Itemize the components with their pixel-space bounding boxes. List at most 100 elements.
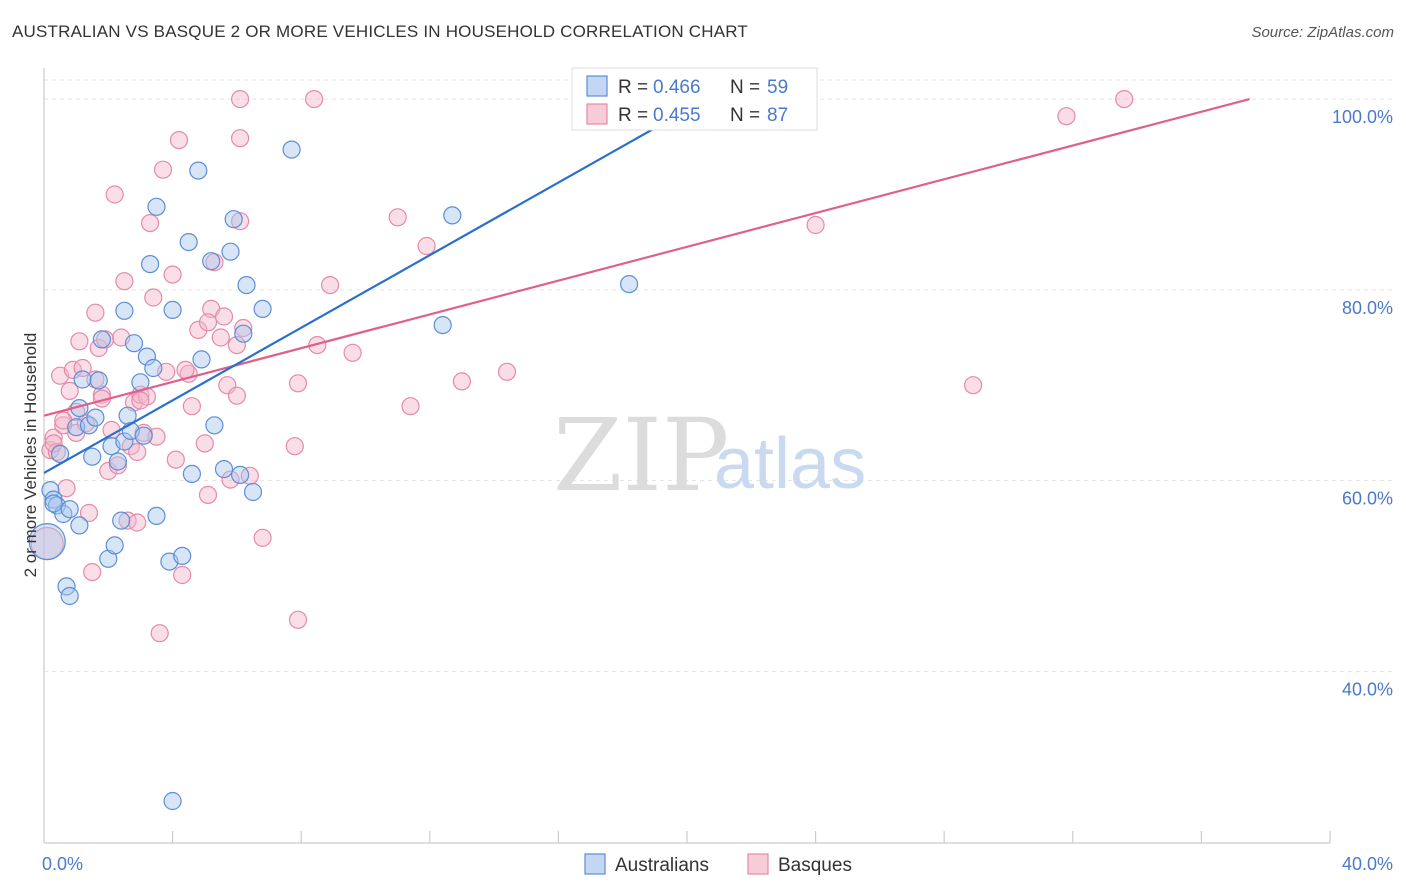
- australian-point: [50, 444, 70, 463]
- basques-legend-label: Basques: [778, 855, 852, 876]
- basque-point: [253, 528, 272, 547]
- australian-point: [163, 791, 182, 811]
- basque-point: [211, 328, 230, 347]
- australian-point: [163, 300, 182, 319]
- basque-point: [388, 208, 407, 227]
- basque-point: [198, 313, 218, 332]
- basque-point: [128, 442, 147, 462]
- australian-point: [60, 586, 79, 606]
- basque-point: [231, 89, 250, 109]
- australian-point: [137, 347, 156, 366]
- source-attribution: Source: ZipAtlas.com: [1251, 24, 1394, 41]
- basque-point: [176, 360, 195, 379]
- basque-point: [147, 427, 166, 446]
- australian-point: [141, 255, 160, 274]
- legend-r-value: 0.466: [653, 77, 701, 98]
- australians-swatch: [586, 75, 608, 97]
- basque-point: [321, 276, 340, 295]
- australian-point: [237, 276, 256, 295]
- legend-n-value: 59: [767, 77, 788, 98]
- australian-point: [112, 511, 131, 530]
- basque-point: [231, 212, 250, 231]
- basque-point: [70, 332, 89, 351]
- basque-point: [195, 434, 214, 453]
- basque-point: [182, 397, 201, 416]
- australian-point: [179, 233, 198, 252]
- basque-point: [1057, 107, 1076, 126]
- stats-legend-box: [571, 67, 818, 131]
- basques-legend-swatch: [747, 853, 769, 875]
- basque-point: [221, 470, 240, 489]
- australian-point: [192, 350, 211, 369]
- basque-point: [234, 318, 253, 338]
- basque-point: [44, 428, 63, 447]
- basque-point: [115, 272, 134, 291]
- basque-point: [806, 215, 825, 235]
- basque-point: [227, 386, 246, 405]
- legend-n-label: N =: [730, 77, 760, 98]
- australian-point: [282, 140, 301, 159]
- basque-point: [79, 503, 99, 523]
- australian-point: [60, 500, 79, 519]
- basque-point: [76, 414, 95, 433]
- australian-point: [224, 210, 243, 229]
- legend-r-value: 0.455: [653, 105, 701, 126]
- australian-point: [214, 460, 234, 479]
- australian-point: [118, 406, 137, 425]
- australian-point: [231, 465, 250, 484]
- australian-point: [83, 447, 102, 466]
- basque-point: [150, 624, 169, 643]
- australian-point: [115, 301, 134, 320]
- basque-point: [417, 236, 436, 256]
- basque-point: [153, 160, 173, 179]
- australian-point: [115, 432, 134, 451]
- y-tick-label: 80.0%: [1342, 298, 1393, 318]
- basque-point: [231, 129, 250, 148]
- gridlines: [44, 79, 1392, 672]
- legend-n-label: N =: [730, 105, 760, 126]
- australian-point: [57, 577, 76, 596]
- basque-point: [173, 565, 192, 585]
- basque-point: [163, 265, 182, 284]
- basque-point: [285, 437, 304, 456]
- australian-point: [144, 358, 163, 378]
- australian-point: [147, 197, 166, 216]
- basque-point: [44, 434, 63, 453]
- australian-point: [105, 536, 124, 555]
- australian-point: [205, 416, 224, 435]
- australian-point: [202, 252, 221, 271]
- australian-point: [44, 494, 63, 513]
- basque-point: [131, 391, 150, 410]
- australian-point: [44, 490, 63, 509]
- y-tick-label: 40.0%: [1342, 679, 1393, 699]
- basque-point: [401, 397, 420, 416]
- australian-point: [41, 481, 60, 500]
- stats-legend: R = 0.466 N = 59 R = 0.455 N = 87: [571, 67, 818, 131]
- watermark-atlas: atlas: [714, 424, 866, 504]
- australian-point: [147, 506, 166, 526]
- basque-point: [141, 214, 160, 233]
- australian-point: [92, 330, 112, 349]
- basque-point: [497, 362, 517, 381]
- australian-point: [243, 482, 263, 502]
- australian-point: [89, 371, 108, 390]
- basque-point: [198, 485, 218, 504]
- basque-point: [105, 185, 124, 204]
- australian-point: [28, 522, 66, 561]
- basque-point: [288, 374, 308, 393]
- australian-point: [108, 452, 128, 471]
- australian-point: [86, 408, 105, 427]
- australian-point: [124, 334, 144, 353]
- australians-legend-label: Australians: [615, 855, 709, 876]
- basque-point: [108, 456, 128, 475]
- chart-title: AUSTRALIAN VS BASQUE 2 OR MORE VEHICLES …: [12, 22, 749, 41]
- australian-point: [619, 275, 639, 294]
- basque-point: [452, 372, 471, 391]
- australian-point: [234, 324, 253, 343]
- basque-point: [60, 381, 79, 400]
- basque-point: [189, 320, 208, 339]
- basque-point: [99, 461, 118, 481]
- basque-point: [57, 479, 76, 498]
